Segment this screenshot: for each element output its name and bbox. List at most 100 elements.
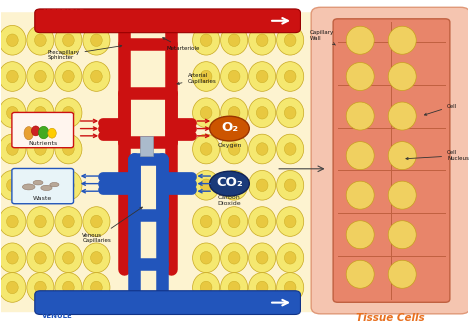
Ellipse shape — [256, 215, 268, 228]
Ellipse shape — [63, 70, 74, 83]
Ellipse shape — [27, 170, 54, 200]
Ellipse shape — [228, 107, 240, 119]
Ellipse shape — [7, 143, 18, 155]
Ellipse shape — [192, 98, 219, 127]
Ellipse shape — [201, 281, 212, 294]
Ellipse shape — [192, 170, 219, 200]
Ellipse shape — [249, 134, 276, 164]
Ellipse shape — [83, 273, 110, 302]
Ellipse shape — [346, 181, 374, 209]
Ellipse shape — [83, 62, 110, 91]
Ellipse shape — [91, 70, 102, 83]
Ellipse shape — [249, 273, 276, 302]
Text: Precapillary
Sphincter: Precapillary Sphincter — [47, 45, 122, 61]
Ellipse shape — [228, 281, 240, 294]
Ellipse shape — [35, 281, 46, 294]
Ellipse shape — [83, 207, 110, 236]
Ellipse shape — [277, 25, 304, 55]
Ellipse shape — [210, 116, 249, 141]
Ellipse shape — [228, 70, 240, 83]
Ellipse shape — [91, 215, 102, 228]
Ellipse shape — [220, 62, 248, 91]
Ellipse shape — [192, 207, 219, 236]
Ellipse shape — [220, 273, 248, 302]
Ellipse shape — [27, 25, 54, 55]
Ellipse shape — [22, 184, 35, 190]
Ellipse shape — [201, 107, 212, 119]
FancyBboxPatch shape — [12, 113, 73, 148]
Ellipse shape — [277, 207, 304, 236]
Ellipse shape — [256, 107, 268, 119]
Text: Nutrients: Nutrients — [28, 141, 57, 146]
Ellipse shape — [91, 281, 102, 294]
Ellipse shape — [83, 25, 110, 55]
Ellipse shape — [284, 179, 296, 192]
Ellipse shape — [35, 179, 46, 192]
Ellipse shape — [346, 142, 374, 169]
Ellipse shape — [346, 260, 374, 288]
Ellipse shape — [346, 26, 374, 54]
Ellipse shape — [0, 62, 26, 91]
Ellipse shape — [7, 215, 18, 228]
Ellipse shape — [27, 207, 54, 236]
FancyBboxPatch shape — [333, 19, 450, 302]
Ellipse shape — [256, 281, 268, 294]
Ellipse shape — [277, 98, 304, 127]
Ellipse shape — [346, 221, 374, 249]
Ellipse shape — [284, 252, 296, 264]
FancyBboxPatch shape — [35, 291, 301, 314]
Text: Oxygen: Oxygen — [217, 143, 242, 148]
Ellipse shape — [7, 252, 18, 264]
Ellipse shape — [220, 25, 248, 55]
Text: Tissue Cells: Tissue Cells — [356, 313, 425, 323]
Ellipse shape — [63, 143, 74, 155]
Ellipse shape — [27, 243, 54, 273]
Ellipse shape — [63, 215, 74, 228]
Ellipse shape — [284, 215, 296, 228]
Ellipse shape — [0, 207, 26, 236]
Ellipse shape — [277, 243, 304, 273]
Text: ARTERIOLE: ARTERIOLE — [42, 9, 85, 15]
FancyBboxPatch shape — [12, 168, 73, 204]
Ellipse shape — [388, 102, 416, 130]
Text: O₂: O₂ — [221, 121, 238, 134]
Ellipse shape — [27, 134, 54, 164]
Ellipse shape — [35, 34, 46, 47]
Ellipse shape — [228, 252, 240, 264]
Ellipse shape — [220, 170, 248, 200]
FancyBboxPatch shape — [0, 12, 316, 312]
Ellipse shape — [228, 179, 240, 192]
Ellipse shape — [388, 26, 416, 54]
Ellipse shape — [91, 252, 102, 264]
Ellipse shape — [220, 98, 248, 127]
Ellipse shape — [33, 180, 43, 185]
Ellipse shape — [0, 273, 26, 302]
Ellipse shape — [201, 252, 212, 264]
Ellipse shape — [192, 243, 219, 273]
Ellipse shape — [346, 102, 374, 130]
Ellipse shape — [228, 215, 240, 228]
Ellipse shape — [0, 25, 26, 55]
Ellipse shape — [256, 252, 268, 264]
Ellipse shape — [7, 34, 18, 47]
Ellipse shape — [249, 170, 276, 200]
Ellipse shape — [388, 142, 416, 169]
Ellipse shape — [50, 182, 59, 187]
Ellipse shape — [220, 207, 248, 236]
Text: Carbon
Dioxide: Carbon Dioxide — [218, 195, 241, 206]
Ellipse shape — [249, 207, 276, 236]
Ellipse shape — [256, 34, 268, 47]
Ellipse shape — [284, 143, 296, 155]
Ellipse shape — [63, 34, 74, 47]
Ellipse shape — [256, 143, 268, 155]
Ellipse shape — [210, 171, 249, 196]
Ellipse shape — [192, 62, 219, 91]
Ellipse shape — [192, 25, 219, 55]
Ellipse shape — [55, 98, 82, 127]
Ellipse shape — [201, 34, 212, 47]
Ellipse shape — [256, 70, 268, 83]
Ellipse shape — [284, 70, 296, 83]
Ellipse shape — [83, 243, 110, 273]
Ellipse shape — [388, 260, 416, 288]
Ellipse shape — [35, 252, 46, 264]
